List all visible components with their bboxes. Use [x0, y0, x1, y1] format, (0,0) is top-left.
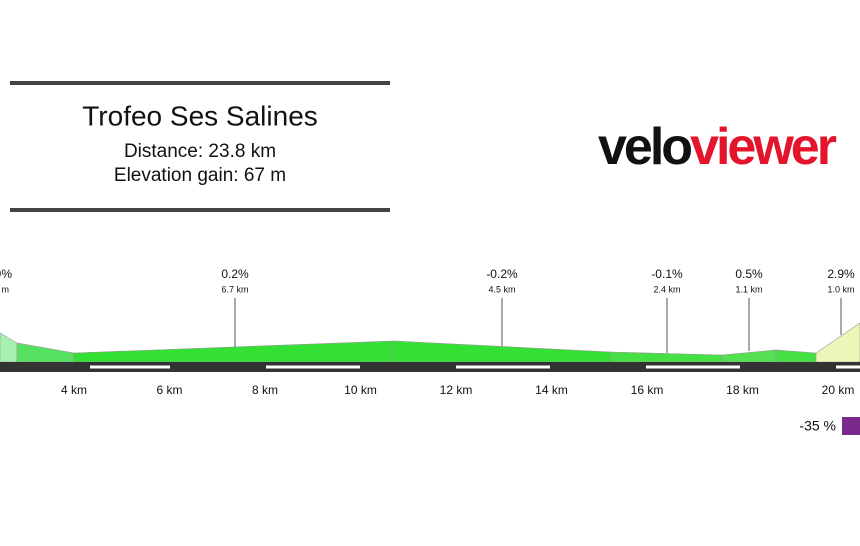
- segment-gradient: -0.2%: [486, 267, 518, 281]
- segment-gradient: 2.9%: [827, 267, 855, 281]
- distance: Distance: 23.8 km: [124, 141, 276, 162]
- logo-red: viewer: [690, 118, 837, 176]
- profile-segment: [73, 340, 394, 363]
- legend-label: -35 %: [799, 418, 836, 434]
- segment-gradient: 0.5%: [735, 267, 763, 281]
- segment-gradient: 9%: [0, 267, 12, 281]
- x-tick-label: 16 km: [631, 383, 664, 397]
- x-tick-label: 14 km: [535, 383, 568, 397]
- segment-length: m: [2, 284, 10, 294]
- x-tick-label: 20 km: [822, 383, 855, 397]
- profile-segment: [16, 342, 75, 363]
- x-tick-label: 4 km: [61, 383, 87, 397]
- segment-length: 4.5 km: [488, 284, 515, 294]
- title: Trofeo Ses Salines: [82, 100, 318, 131]
- x-tick-label: 8 km: [252, 383, 278, 397]
- segment-gradient: 0.2%: [221, 267, 249, 281]
- profile-segment: [0, 332, 18, 363]
- segment-length: 1.1 km: [735, 284, 762, 294]
- profile-segment: [721, 349, 777, 363]
- x-tick-label: 12 km: [440, 383, 473, 397]
- segment-gradient: -0.1%: [651, 267, 683, 281]
- legend-swatch: [842, 417, 860, 435]
- segment-length: 6.7 km: [221, 284, 248, 294]
- x-tick-label: 6 km: [156, 383, 182, 397]
- profile-segment: [815, 322, 860, 363]
- profile-segment: [610, 351, 723, 363]
- elevation-profile: 4 km 6 km 8 km 10 km 12 km 14 km 16 km 18 km 20 …: [0, 267, 860, 397]
- logo-dark: velo: [598, 118, 691, 176]
- road: [0, 362, 860, 372]
- elevation-gain: Elevation gain: 67 m: [114, 165, 286, 186]
- segment-length: 2.4 km: [653, 284, 680, 294]
- logo: veloviewer: [598, 118, 837, 176]
- x-tick-label: 10 km: [344, 383, 377, 397]
- segment-length: 1.0 km: [827, 284, 854, 294]
- x-tick-label: 18 km: [726, 383, 759, 397]
- profile-segment: [775, 349, 817, 363]
